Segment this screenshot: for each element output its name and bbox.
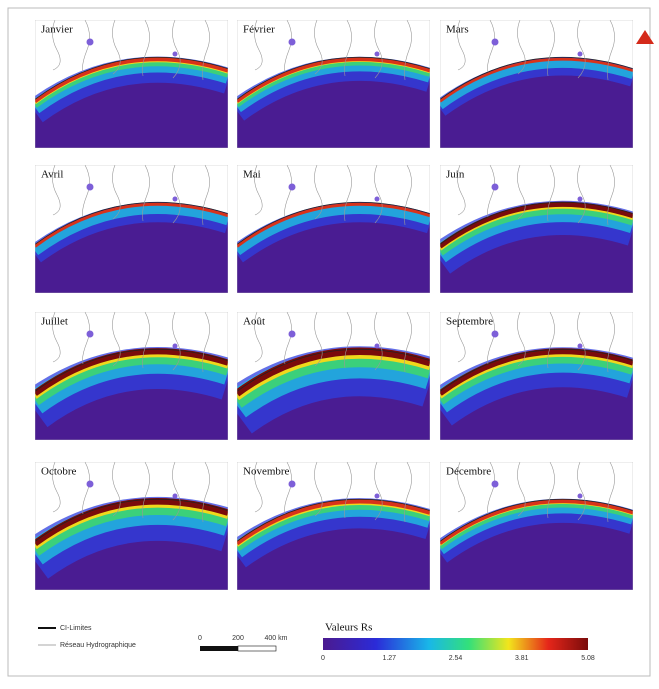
lake bbox=[87, 331, 94, 338]
colorbar-tick-label: 2.54 bbox=[449, 655, 463, 662]
lake bbox=[492, 481, 499, 488]
scale-label: 400 km bbox=[265, 635, 288, 642]
colorbar-tick-label: 1.27 bbox=[382, 655, 396, 662]
lake bbox=[173, 344, 178, 349]
lake bbox=[173, 494, 178, 499]
lake bbox=[578, 494, 583, 499]
lake bbox=[578, 344, 583, 349]
lake bbox=[578, 197, 583, 202]
lake bbox=[87, 184, 94, 191]
lake bbox=[87, 39, 94, 46]
panel-label: Janvier bbox=[41, 24, 73, 36]
lake bbox=[375, 52, 380, 57]
colorbar-tick-label: 5.08 bbox=[581, 655, 595, 662]
panel-label: Juin bbox=[446, 169, 465, 181]
map-panel bbox=[237, 20, 430, 148]
panel-label: Septembre bbox=[446, 316, 493, 328]
figure: Janvier Février Mars Avril Mai Juin Juillet Aoû… bbox=[0, 0, 659, 684]
panel-label: Décembre bbox=[446, 466, 491, 478]
lake bbox=[289, 39, 296, 46]
panel-label: Mai bbox=[243, 169, 261, 181]
panel-label: Mars bbox=[446, 24, 469, 36]
map-panel bbox=[35, 462, 228, 590]
lake bbox=[87, 481, 94, 488]
scale-label: 200 bbox=[232, 635, 244, 642]
lake bbox=[492, 39, 499, 46]
panel-label: Août bbox=[243, 316, 265, 328]
colorbar-ramp bbox=[323, 638, 588, 650]
map-panel bbox=[237, 462, 430, 590]
panel-label: Février bbox=[243, 24, 275, 36]
map-panel bbox=[35, 20, 228, 148]
colorbar-tick-label: 0 bbox=[321, 655, 325, 662]
panel-label: Avril bbox=[41, 169, 63, 181]
lake bbox=[289, 331, 296, 338]
lake bbox=[375, 494, 380, 499]
panel-label: Juillet bbox=[41, 316, 68, 328]
lake bbox=[578, 52, 583, 57]
legend-text: Réseau Hydrographique bbox=[60, 642, 136, 649]
map-panel bbox=[440, 20, 633, 148]
map-panel bbox=[440, 462, 633, 590]
map-panel bbox=[35, 165, 228, 293]
panel-label: Novembre bbox=[243, 466, 290, 478]
lake bbox=[289, 481, 296, 488]
scale-seg bbox=[200, 646, 238, 651]
lake bbox=[375, 197, 380, 202]
lake bbox=[375, 344, 380, 349]
scale-label: 0 bbox=[198, 635, 202, 642]
panel-label: Octobre bbox=[41, 466, 77, 478]
map-panel bbox=[237, 312, 430, 440]
scale-seg bbox=[238, 646, 276, 651]
map-panel bbox=[35, 312, 228, 440]
lake bbox=[173, 197, 178, 202]
lake bbox=[492, 331, 499, 338]
colorbar-title: Valeurs Rs bbox=[325, 622, 372, 634]
legend-text: CI-Limites bbox=[60, 625, 92, 632]
colorbar-tick-label: 3.81 bbox=[515, 655, 529, 662]
map-panel bbox=[440, 165, 633, 293]
lake bbox=[492, 184, 499, 191]
map-panel bbox=[237, 165, 430, 293]
map-panel bbox=[440, 312, 633, 440]
lake bbox=[289, 184, 296, 191]
lake bbox=[173, 52, 178, 57]
